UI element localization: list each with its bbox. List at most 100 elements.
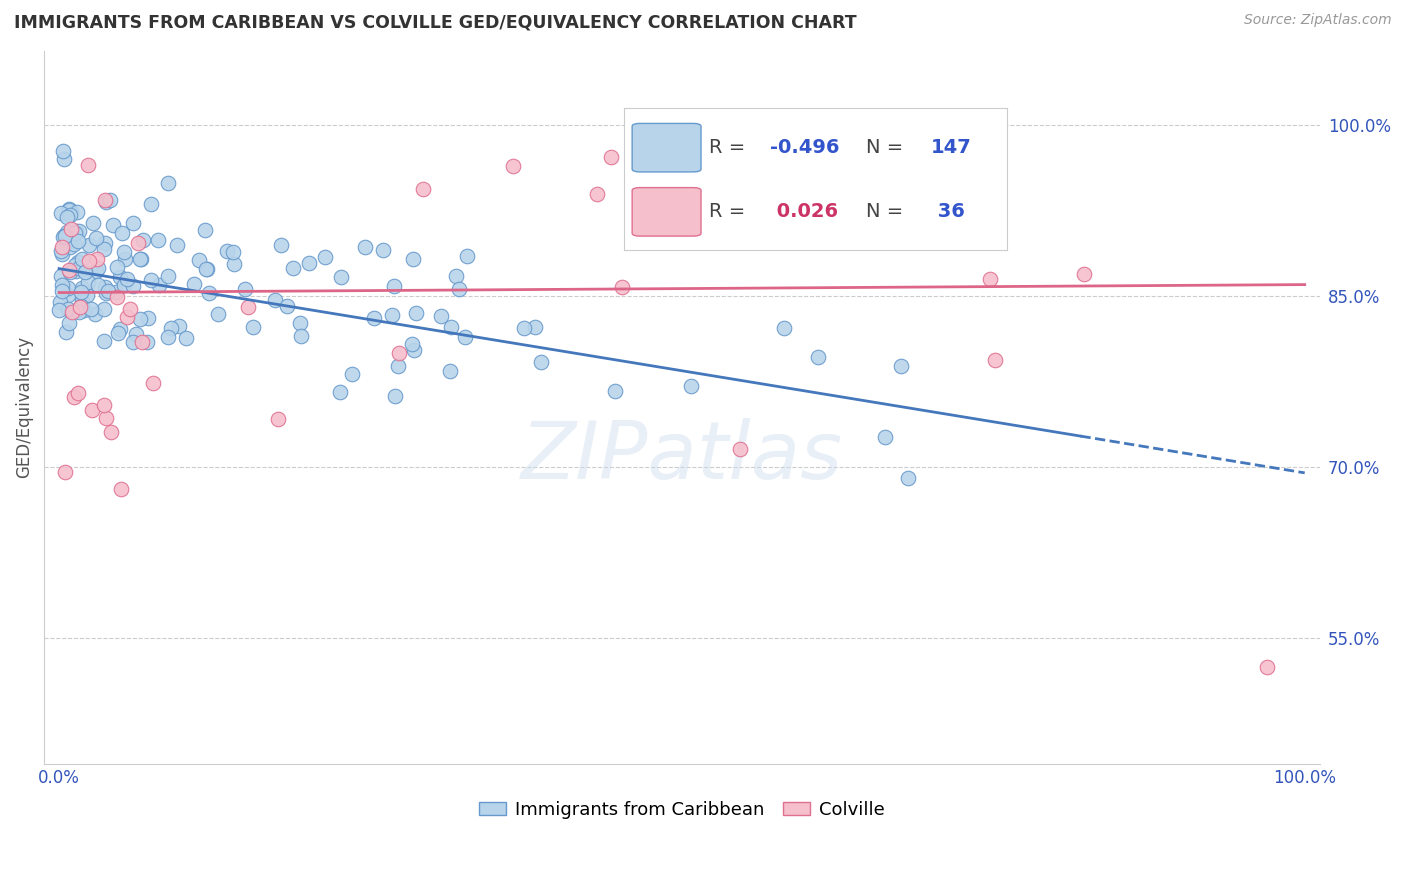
Point [87, 278, 110, 293]
Point [77, 254, 100, 268]
Point [60, 222, 83, 236]
Point [122, 216, 145, 230]
Point [70, 281, 93, 295]
Point [679, 379, 702, 393]
Text: Source: ZipAtlas.com: Source: ZipAtlas.com [1244, 13, 1392, 28]
Point [270, 238, 292, 252]
Point [87, 260, 110, 275]
Point [156, 269, 179, 284]
Point [51, 244, 73, 258]
Point [72, 293, 94, 308]
Point [73, 265, 96, 279]
Text: ZIPatlas: ZIPatlas [520, 418, 844, 496]
Point [110, 321, 132, 335]
Point [115, 272, 138, 286]
Point [58, 202, 80, 217]
Point [94, 410, 117, 425]
Point [502, 159, 524, 173]
Point [264, 293, 287, 307]
Point [72, 252, 94, 267]
Point [70, 285, 93, 299]
Point [59, 240, 82, 254]
Point [86, 252, 108, 266]
Point [59, 208, 82, 222]
Point [146, 233, 169, 247]
Point [148, 278, 170, 293]
Point [132, 233, 155, 247]
Point [513, 321, 536, 335]
Point [267, 412, 290, 426]
Point [58, 316, 80, 330]
Y-axis label: GED/Equivalency: GED/Equivalency [15, 336, 32, 478]
Point [76, 287, 98, 301]
Point [314, 251, 336, 265]
Point [354, 240, 377, 254]
Point [142, 376, 165, 390]
Point [612, 279, 634, 293]
Point [288, 316, 311, 330]
Point [412, 182, 434, 196]
Point [449, 282, 471, 296]
Point [67, 260, 90, 275]
Point [402, 343, 425, 357]
Point [65, 226, 87, 240]
Point [93, 242, 115, 256]
Text: IMMIGRANTS FROM CARIBBEAN VS COLVILLE GED/EQUIVALENCY CORRELATION CHART: IMMIGRANTS FROM CARIBBEAN VS COLVILLE GE… [14, 13, 856, 31]
Point [49, 205, 72, 219]
Point [402, 252, 425, 266]
Point [53, 153, 76, 167]
Point [897, 471, 920, 485]
Point [51, 240, 73, 254]
Point [93, 280, 115, 294]
Point [222, 257, 245, 271]
Point [136, 310, 159, 325]
Point [67, 305, 90, 319]
Point [65, 224, 87, 238]
Point [82, 216, 104, 230]
Point [53, 465, 76, 479]
Point [405, 306, 427, 320]
Point [105, 260, 128, 274]
Point [1256, 660, 1278, 674]
Point [157, 329, 180, 343]
Point [70, 299, 93, 313]
Point [983, 352, 1005, 367]
Point [979, 271, 1001, 285]
Point [112, 244, 135, 259]
Point [79, 238, 101, 252]
Point [77, 158, 100, 172]
Point [66, 205, 89, 219]
Point [63, 258, 86, 272]
Point [807, 350, 830, 364]
Point [167, 318, 190, 333]
Point [388, 345, 411, 359]
Point [58, 202, 80, 217]
Point [120, 302, 142, 317]
Point [131, 334, 153, 349]
Point [53, 228, 76, 243]
Point [160, 321, 183, 335]
Point [121, 279, 143, 293]
Point [136, 335, 159, 350]
Point [329, 385, 352, 400]
Point [100, 425, 122, 439]
Point [890, 359, 912, 373]
Point [523, 320, 546, 334]
Point [51, 247, 73, 261]
Point [94, 235, 117, 250]
Point [157, 176, 180, 190]
Point [111, 226, 134, 240]
Point [195, 261, 218, 276]
Point [772, 321, 794, 335]
Point [233, 282, 256, 296]
Point [103, 218, 125, 232]
Point [141, 196, 163, 211]
Point [77, 275, 100, 289]
Point [382, 278, 405, 293]
Point [66, 302, 89, 317]
Point [48, 303, 70, 318]
Point [69, 300, 91, 314]
Point [72, 303, 94, 318]
Point [174, 331, 197, 345]
Point [94, 286, 117, 301]
